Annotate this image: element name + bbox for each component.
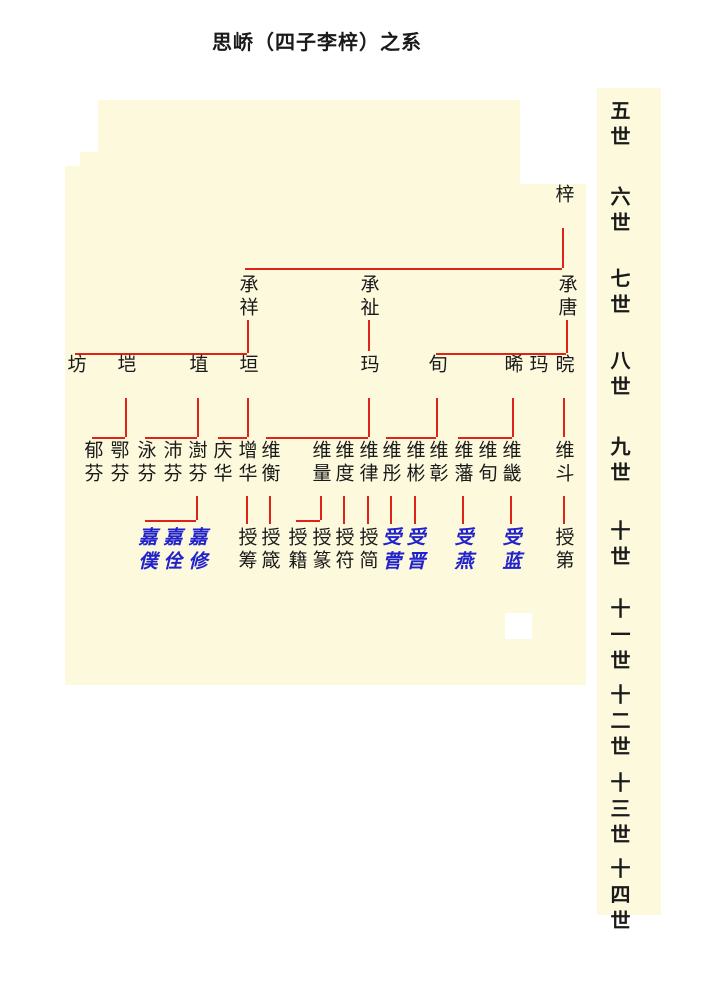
person-node: 授籍 bbox=[285, 527, 307, 573]
tree-edge bbox=[218, 437, 247, 439]
person-node: 旬 bbox=[425, 354, 447, 377]
page-title: 思峤（四子李梓）之系 bbox=[212, 32, 422, 54]
person-node: 维度 bbox=[332, 440, 354, 486]
tree-edge bbox=[75, 353, 247, 355]
person-node: 授篆 bbox=[309, 527, 331, 573]
tree-edge bbox=[512, 398, 514, 437]
person-node: 嘉修 bbox=[185, 527, 207, 575]
tree-edge bbox=[462, 496, 464, 524]
person-node: 授第 bbox=[552, 527, 574, 573]
white-notch bbox=[65, 152, 80, 166]
person-node: 增华 bbox=[235, 440, 257, 486]
tree-edge bbox=[92, 437, 125, 439]
generation-label: 十二世 bbox=[607, 684, 629, 762]
tree-edge bbox=[296, 520, 320, 522]
tree-edge bbox=[145, 437, 197, 439]
generation-label: 五世 bbox=[607, 100, 629, 152]
white-notch bbox=[520, 100, 586, 184]
person-node: 沛芬 bbox=[160, 440, 182, 486]
tree-edge bbox=[368, 320, 370, 351]
person-node: 嘉僕 bbox=[135, 527, 157, 575]
person-node: 维彰 bbox=[426, 440, 448, 486]
tree-edge bbox=[562, 228, 564, 268]
tree-edge bbox=[266, 437, 368, 439]
generation-label: 七世 bbox=[607, 268, 629, 320]
person-node: 承唐 bbox=[555, 274, 577, 320]
generation-label: 十一世 bbox=[607, 598, 629, 676]
person-node: 嘉佺 bbox=[160, 527, 182, 575]
tree-edge bbox=[368, 398, 370, 437]
generation-strip bbox=[597, 88, 661, 915]
person-node: 受燕 bbox=[451, 527, 473, 575]
tree-edge bbox=[343, 496, 345, 524]
person-node: 维彤 bbox=[379, 440, 401, 486]
person-node: 梓 bbox=[552, 184, 574, 207]
person-node: 澍芬 bbox=[185, 440, 207, 486]
tree-edge bbox=[414, 496, 416, 524]
person-node: 玛 bbox=[357, 354, 379, 377]
person-node: 坊 bbox=[64, 354, 86, 377]
person-node: 庆华 bbox=[210, 440, 232, 486]
generation-label: 八世 bbox=[607, 350, 629, 402]
person-node: 授简 bbox=[356, 527, 378, 573]
generation-label: 六世 bbox=[607, 186, 629, 238]
person-node: 鄂芬 bbox=[107, 440, 129, 486]
person-node: 授筹 bbox=[235, 527, 257, 573]
person-node: 受菅 bbox=[379, 527, 401, 575]
person-node: 承祉 bbox=[357, 274, 379, 320]
tree-edge bbox=[563, 496, 565, 524]
person-node: 维畿 bbox=[499, 440, 521, 486]
person-node: 维斗 bbox=[552, 440, 574, 486]
person-node: 维彬 bbox=[403, 440, 425, 486]
person-node: 晞 bbox=[501, 354, 523, 377]
tree-edge bbox=[566, 320, 568, 353]
person-node: 受晋 bbox=[403, 527, 425, 575]
tree-edge bbox=[269, 496, 271, 524]
person-node: 埴 bbox=[186, 354, 208, 377]
tree-edge bbox=[145, 520, 196, 522]
tree-edge bbox=[436, 398, 438, 437]
tree-edge bbox=[458, 437, 512, 439]
generation-label: 十三世 bbox=[607, 772, 629, 850]
tree-edge bbox=[247, 320, 249, 353]
person-node: 授符 bbox=[332, 527, 354, 573]
person-node: 泳芬 bbox=[134, 440, 156, 486]
generation-label: 十四世 bbox=[607, 858, 629, 936]
tree-edge bbox=[390, 496, 392, 524]
white-notch bbox=[505, 613, 532, 639]
tree-edge bbox=[386, 437, 436, 439]
tree-edge bbox=[436, 353, 566, 355]
person-node: 维衡 bbox=[258, 440, 280, 486]
tree-edge bbox=[367, 496, 369, 524]
person-node: 郁芬 bbox=[81, 440, 103, 486]
person-node: 承祥 bbox=[236, 274, 258, 320]
person-node: 维藩 bbox=[451, 440, 473, 486]
generation-label: 九世 bbox=[607, 436, 629, 488]
person-node: 受蓝 bbox=[499, 527, 521, 575]
tree-edge bbox=[125, 398, 127, 437]
person-node: 玛 bbox=[526, 354, 548, 377]
tree-edge bbox=[320, 496, 322, 520]
person-node: 垲 bbox=[114, 354, 136, 377]
tree-edge bbox=[563, 398, 565, 437]
tree-edge bbox=[196, 496, 198, 520]
person-node: 晥 bbox=[552, 354, 574, 377]
person-node: 维旬 bbox=[475, 440, 497, 486]
tree-edge bbox=[247, 398, 249, 437]
person-node: 垣 bbox=[236, 354, 258, 377]
person-node: 维律 bbox=[356, 440, 378, 486]
person-node: 维量 bbox=[309, 440, 331, 486]
white-notch bbox=[65, 100, 98, 152]
main-paper-region bbox=[65, 100, 586, 685]
tree-edge bbox=[246, 496, 248, 524]
tree-edge bbox=[197, 398, 199, 437]
tree-edge bbox=[510, 496, 512, 524]
person-node: 授箴 bbox=[258, 527, 280, 573]
tree-edge bbox=[245, 268, 562, 270]
generation-label: 十世 bbox=[607, 520, 629, 572]
